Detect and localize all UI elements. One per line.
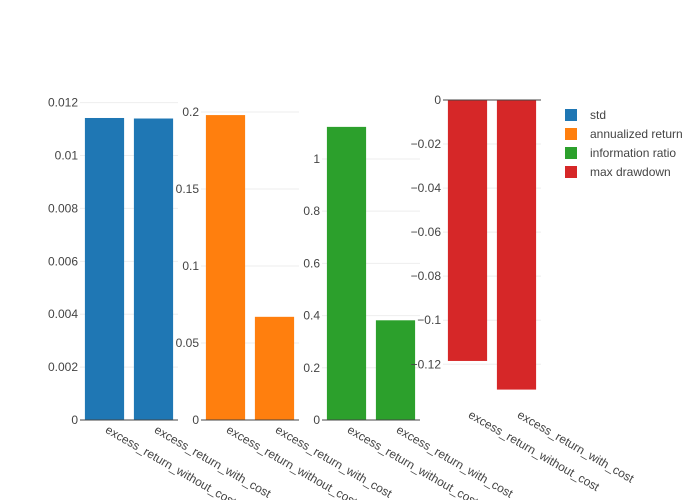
y-tick-label: 0.1 — [182, 259, 199, 273]
legend-label: information ratio — [590, 146, 676, 160]
y-tick-label: −0.12 — [411, 357, 442, 371]
legend-swatch — [565, 128, 577, 140]
y-tick-label: 0 — [192, 413, 199, 427]
y-tick-label: 0 — [434, 93, 441, 107]
y-tick-label: 0.15 — [176, 182, 200, 196]
bar-max-drawdown-1 — [447, 100, 488, 361]
y-tick-label: 0.012 — [48, 96, 78, 110]
y-tick-label: 0.002 — [48, 360, 78, 374]
y-tick-label: 0.8 — [303, 204, 320, 218]
y-tick-label: 0.2 — [182, 105, 199, 119]
y-tick-label: −0.08 — [411, 269, 442, 283]
y-tick-label: 0 — [71, 413, 78, 427]
y-tick-label: −0.04 — [411, 181, 442, 195]
legend-label: std — [590, 108, 606, 122]
legend-swatch — [565, 109, 577, 121]
legend-swatch — [565, 147, 577, 159]
bar-annualized-return-1 — [205, 115, 246, 420]
bar-std-2 — [133, 118, 174, 421]
y-tick-label: 0.004 — [48, 307, 78, 321]
y-tick-label: 0.01 — [55, 149, 79, 163]
bar-information-ratio-1 — [326, 126, 367, 421]
legend-label: annualized return — [590, 127, 683, 141]
y-tick-label: −0.06 — [411, 225, 442, 239]
legend: std annualized return information ratio max… — [565, 108, 683, 179]
y-tick-label: 0.05 — [176, 336, 200, 350]
y-tick-label: 0.6 — [303, 256, 320, 270]
y-tick-label: −0.02 — [411, 137, 442, 151]
y-tick-label: 1 — [313, 152, 320, 166]
y-tick-label: 0 — [313, 413, 320, 427]
legend-swatch — [565, 166, 577, 178]
bar-max-drawdown-2 — [496, 100, 537, 390]
bar-information-ratio-2 — [375, 320, 416, 420]
bar-std-1 — [84, 117, 125, 421]
y-tick-label: 0.006 — [48, 254, 78, 268]
y-tick-label: 0.4 — [303, 309, 320, 323]
y-tick-label: 0.008 — [48, 201, 78, 215]
bar-annualized-return-2 — [254, 316, 295, 420]
legend-label: max drawdown — [590, 165, 671, 179]
y-tick-label: 0.2 — [303, 361, 320, 375]
y-tick-label: −0.1 — [417, 313, 441, 327]
